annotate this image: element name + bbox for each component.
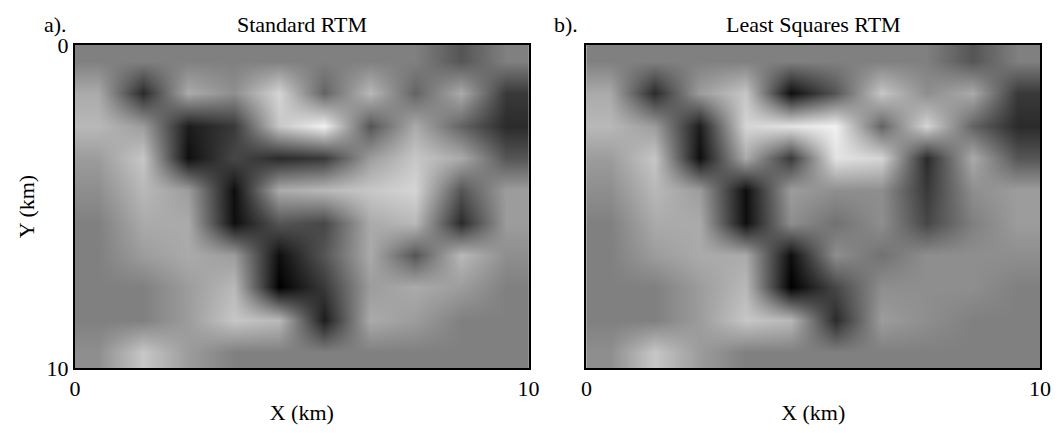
svg-text:0: 0 bbox=[58, 33, 69, 58]
svg-text:a).: a). bbox=[44, 12, 67, 37]
svg-text:10: 10 bbox=[518, 376, 540, 401]
svg-text:10: 10 bbox=[47, 356, 69, 381]
svg-text:0: 0 bbox=[70, 376, 81, 401]
svg-text:X (km): X (km) bbox=[781, 400, 845, 425]
svg-text:Y (km): Y (km) bbox=[14, 175, 39, 238]
svg-text:Least Squares RTM: Least Squares RTM bbox=[726, 12, 901, 37]
svg-text:Standard RTM: Standard RTM bbox=[237, 12, 367, 37]
svg-text:0: 0 bbox=[581, 376, 592, 401]
svg-text:b).: b). bbox=[554, 12, 578, 37]
svg-text:10: 10 bbox=[1029, 376, 1051, 401]
svg-text:X (km): X (km) bbox=[270, 400, 334, 425]
